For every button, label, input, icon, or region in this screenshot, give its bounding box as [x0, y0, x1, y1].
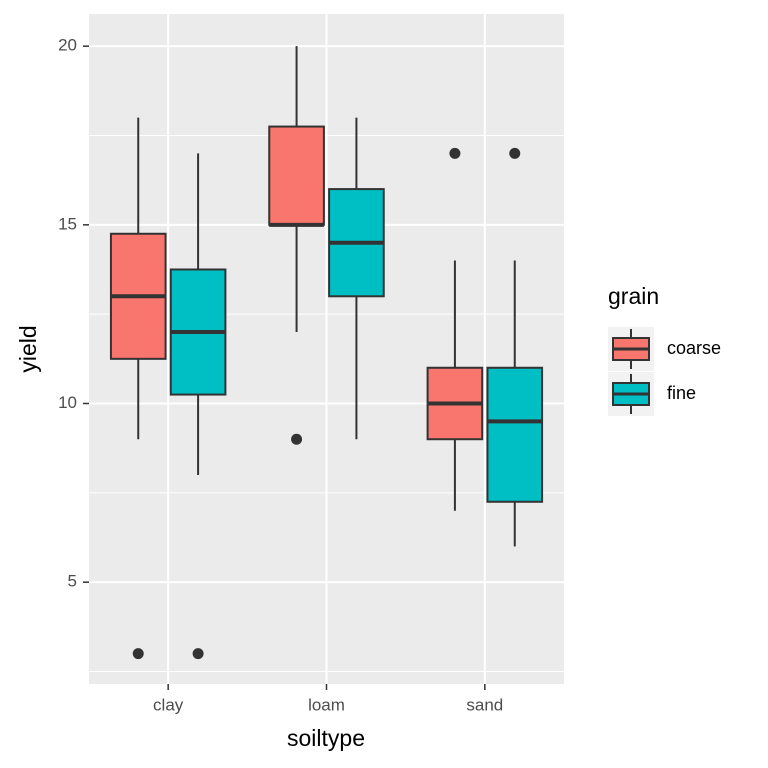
y-tick-label: 5: [68, 572, 77, 591]
y-tick-label: 15: [58, 214, 77, 233]
outlier: [132, 648, 144, 660]
outlier: [449, 147, 461, 159]
x-tick-label: sand: [466, 695, 503, 714]
x-axis-title: soiltype: [287, 725, 365, 751]
x-tick-label: clay: [153, 695, 184, 714]
outlier: [291, 433, 303, 445]
outlier: [509, 147, 521, 159]
box: [486, 366, 544, 503]
legend-title: grain: [608, 283, 659, 309]
x-tick-label: loam: [308, 695, 345, 714]
box: [268, 125, 325, 226]
outlier: [192, 648, 204, 660]
y-tick-label: 20: [58, 36, 77, 55]
legend-label: coarse: [667, 338, 721, 358]
y-axis-title: yield: [15, 325, 41, 372]
y-tick-label: 10: [58, 393, 77, 412]
legend-label: fine: [667, 383, 696, 403]
